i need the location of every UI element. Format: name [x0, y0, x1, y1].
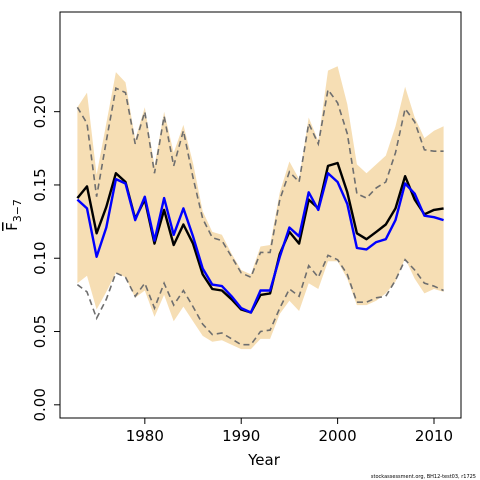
x-tick-label: 1990	[222, 427, 260, 445]
x-axis-title: Year	[247, 451, 281, 469]
y-tick-label: 0.15	[31, 168, 49, 201]
x-tick-label: 2000	[319, 427, 357, 445]
plot-area	[76, 66, 444, 350]
x-tick-label: 2010	[415, 427, 453, 445]
dashed-upper-bound	[76, 87, 444, 279]
y-tick-label: 0.10	[31, 241, 49, 274]
x-tick-label: 1980	[126, 427, 164, 445]
dashed-lower-bound	[76, 254, 444, 346]
y-axis-title: F3−7	[3, 199, 24, 231]
y-axis: 0.00 0.05 0.10 0.15 0.20	[31, 95, 60, 422]
plot-frame	[59, 11, 462, 419]
svg-text:F3−7: F3−7	[3, 199, 24, 231]
footnote: stockassessment.org, BH12-test03, r1725	[371, 474, 476, 480]
y-tick-label: 0.05	[31, 315, 49, 348]
series-line-blue	[76, 171, 444, 314]
x-axis: 1980 1990 2000 2010	[126, 418, 453, 445]
y-axis-title-base: F	[3, 222, 21, 231]
y-tick-label: 0.20	[31, 95, 49, 128]
confidence-band	[77, 66, 444, 350]
y-tick-label: 0.00	[31, 388, 49, 421]
y-axis-title-subscript: 3−7	[11, 199, 24, 222]
